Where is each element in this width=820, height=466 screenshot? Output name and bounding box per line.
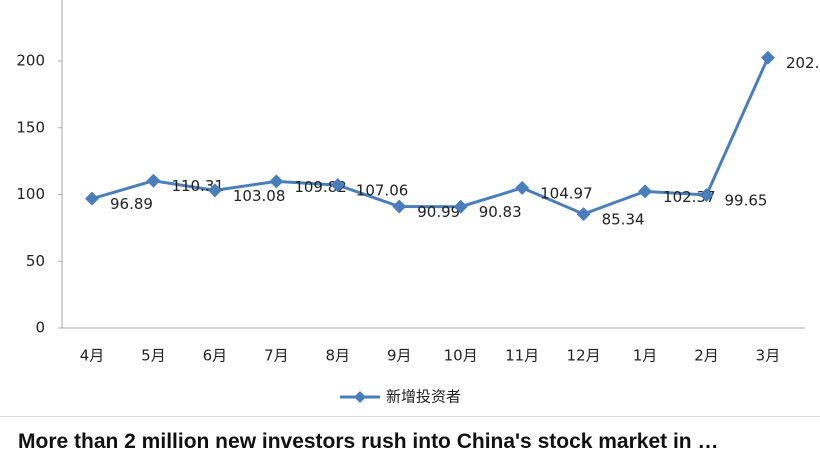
point-marker [269, 174, 284, 189]
point-marker [85, 191, 99, 206]
x-tick-label: 7月 [264, 347, 289, 365]
x-tick-label: 12月 [567, 347, 601, 365]
point-marker [699, 187, 714, 202]
point-marker [638, 184, 653, 199]
data-label: 103.08 [233, 187, 286, 205]
series-line [91, 57, 770, 216]
y-tick-label: 0 [35, 319, 45, 337]
point-marker [760, 50, 775, 65]
y-tick-label: 100 [16, 185, 45, 203]
caption: More than 2 million new investors rush i… [0, 416, 820, 466]
x-tick-label: 9月 [387, 347, 412, 365]
point-marker [146, 173, 161, 188]
x-tick-label: 8月 [326, 347, 351, 365]
data-label: 202.48 [786, 54, 820, 72]
y-tick-label: 200 [16, 52, 45, 70]
point-marker [330, 178, 345, 193]
y-tick-label: 250 [16, 0, 45, 3]
x-tick-label: 11月 [505, 347, 539, 365]
x-tick-label: 10月 [444, 347, 478, 365]
point-marker [515, 180, 530, 195]
point-marker [576, 207, 591, 222]
x-tick-label: 4月 [80, 347, 105, 365]
legend-marker [354, 391, 366, 403]
data-label: 107.06 [356, 182, 409, 200]
x-tick-label: 3月 [756, 347, 781, 365]
data-label: 104.97 [540, 184, 593, 202]
data-label: 85.34 [602, 211, 645, 229]
x-tick-label: 1月 [633, 347, 658, 365]
x-tick-label: 5月 [141, 347, 166, 365]
data-label: 99.65 [725, 191, 768, 209]
point-marker [392, 199, 407, 214]
legend-label: 新增投资者 [386, 388, 461, 406]
chart: 0 50 100 150 200 250 4月 5月 6月 7月 8月 9月 10月 11月 12月 1月 2月… [16, 0, 820, 406]
point-marker [453, 199, 468, 214]
point-marker [207, 183, 222, 198]
y-tick-label: 50 [26, 252, 45, 270]
data-label: 96.89 [110, 195, 153, 213]
data-label: 90.99 [417, 203, 460, 221]
x-tick-label: 6月 [203, 347, 228, 365]
y-tick-label: 150 [16, 118, 45, 136]
x-tick-label: 2月 [694, 347, 719, 365]
data-label: 90.83 [479, 203, 522, 221]
